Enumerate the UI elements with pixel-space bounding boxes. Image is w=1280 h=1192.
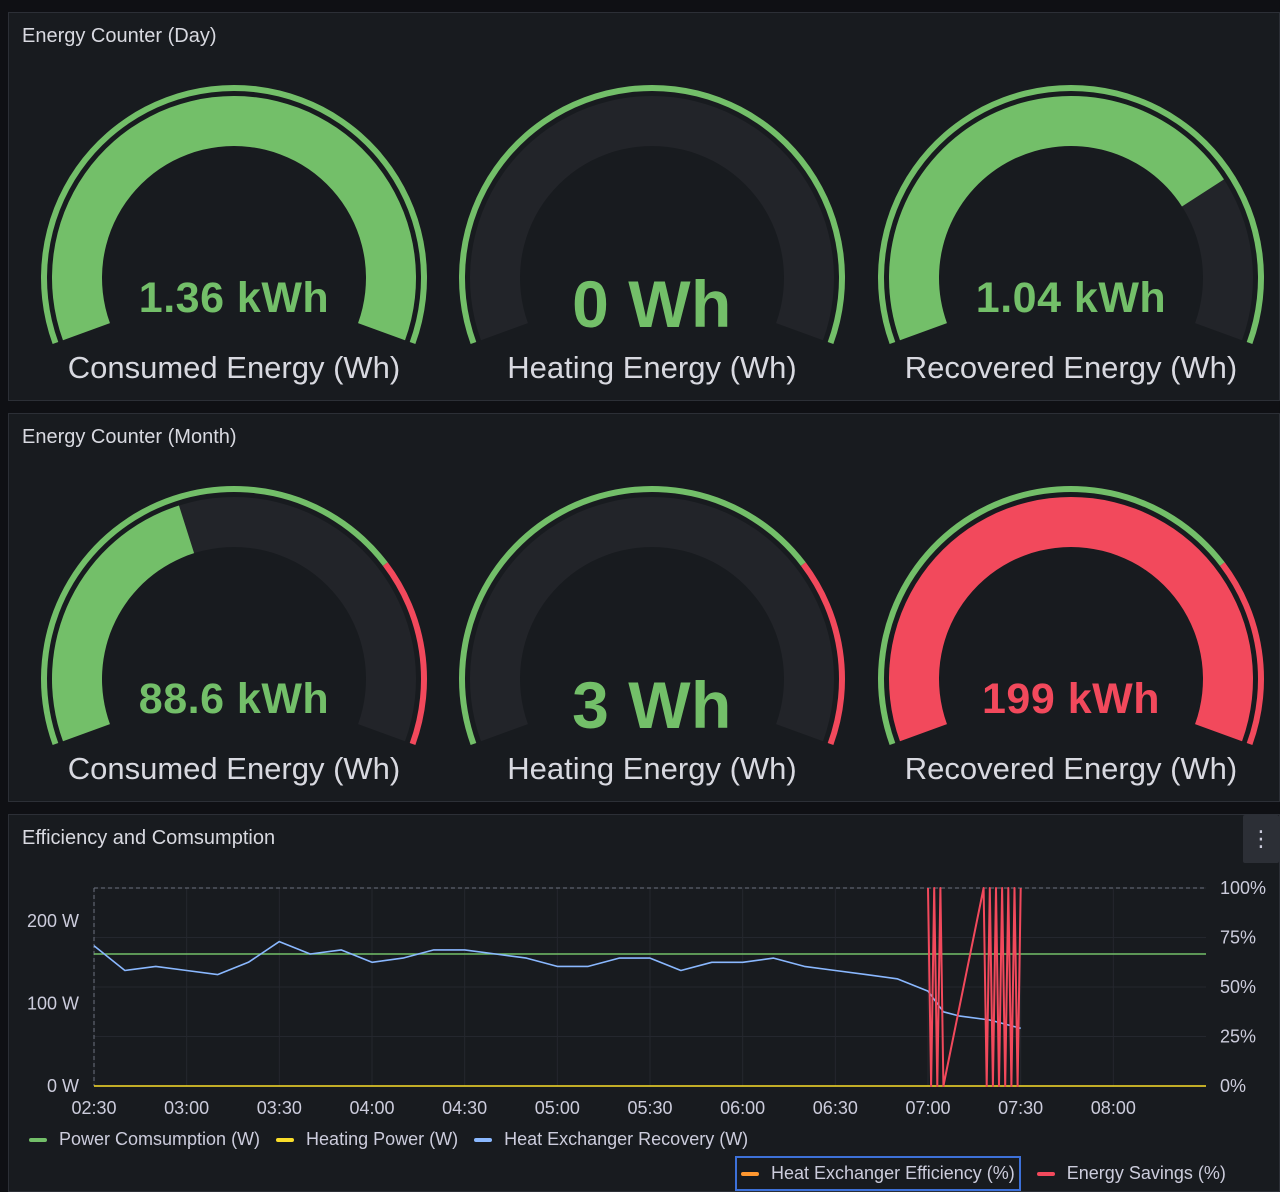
panel-title: Energy Counter (Month) xyxy=(22,426,237,448)
gauge-label: Recovered Energy (Wh) xyxy=(904,350,1238,385)
efficiency-consumption-panel: Efficiency and Comsumption ⋮ 02:30 03:00 0… xyxy=(8,814,1280,1192)
gauge-threshold-red xyxy=(382,562,428,746)
gauge-value: 1.04 kWh xyxy=(975,274,1167,322)
gauge-threshold-red xyxy=(800,562,845,746)
gauge-heating-energy: 0 Wh Heating Energy (Wh) xyxy=(452,78,852,408)
legend-swatch xyxy=(29,1137,47,1142)
x-tick-label: 08:00 xyxy=(1091,1098,1136,1118)
x-tick-label: 02:30 xyxy=(71,1098,116,1118)
gauge-arc xyxy=(459,84,845,345)
gauge-recovered-energy: 199 kWh Recovered Energy (Wh) xyxy=(871,479,1271,809)
series-line-heat-exchanger-recovery-w xyxy=(93,940,1021,1030)
y-right-tick-label: 100% xyxy=(1220,878,1266,898)
legend-label: Heat Exchanger Efficiency (%) xyxy=(771,1163,1015,1183)
gauge-arc xyxy=(878,84,1264,345)
panel-title: Efficiency and Comsumption xyxy=(22,827,276,849)
gauge-arc xyxy=(40,84,427,345)
panel-title: Energy Counter (Day) xyxy=(22,25,217,47)
gauge-value: 199 kWh xyxy=(982,675,1160,723)
legend-swatch xyxy=(276,1137,295,1142)
gauge-threshold-red xyxy=(1219,562,1264,746)
x-tick-label: 04:30 xyxy=(442,1098,487,1118)
gauge-value: 88.6 kWh xyxy=(138,675,330,723)
gauge-recovered-energy: 1.04 kWh Recovered Energy (Wh) xyxy=(871,78,1271,408)
legend-label: Power Comsumption (W) xyxy=(59,1129,261,1149)
panel-menu-button[interactable]: ⋮ xyxy=(1243,815,1279,863)
gauge-arc xyxy=(40,485,428,746)
legend-item[interactable]: Energy Savings (%) xyxy=(1036,1163,1226,1184)
y-right-tick-label: 0% xyxy=(1220,1076,1246,1096)
legend-label: Heating Power (W) xyxy=(306,1129,459,1149)
x-tick-label: 06:00 xyxy=(720,1098,765,1118)
timeseries-chart[interactable]: 02:30 03:00 03:30 04:00 04:30 05:00 05:30 06:00… xyxy=(9,875,1280,1175)
legend-swatch xyxy=(474,1137,493,1142)
y-right-tick-label: 75% xyxy=(1220,928,1256,948)
legend-item[interactable]: Heating Power (W) xyxy=(276,1129,458,1150)
legend-swatch xyxy=(1036,1171,1055,1176)
y-left-tick-label: 0 W xyxy=(47,1076,79,1096)
y-right-tick-label: 25% xyxy=(1220,1027,1256,1047)
gauge-fill xyxy=(889,497,1253,742)
energy-counter-day-panel: Energy Counter (Day) 1.36 kWh Consumed En… xyxy=(8,12,1280,401)
x-tick-label: 05:30 xyxy=(627,1098,672,1118)
x-tick-label: 03:30 xyxy=(257,1098,302,1118)
x-tick-label: 03:00 xyxy=(164,1098,209,1118)
gauge-fill xyxy=(888,95,1224,341)
gauge-value: 1.36 kWh xyxy=(138,274,330,322)
legend-item[interactable]: Power Comsumption (W) xyxy=(29,1129,260,1150)
y-right-tick-label: 50% xyxy=(1220,977,1256,997)
legend-row-1: Power Comsumption (W) Heating Power (W) He… xyxy=(29,1129,764,1150)
gauge-label: Consumed Energy (Wh) xyxy=(67,350,401,385)
legend-label: Energy Savings (%) xyxy=(1066,1163,1226,1183)
gauge-arc xyxy=(458,485,845,746)
legend-row-2: Heat Exchanger Efficiency (%) Energy Savi… xyxy=(735,1156,1242,1191)
gauge-value: 0 Wh xyxy=(572,267,732,341)
y-left-tick-label: 200 W xyxy=(27,911,79,931)
gauge-fill xyxy=(51,505,195,742)
gauge-track xyxy=(470,497,834,742)
gauge-consumed-energy: 1.36 kWh Consumed Energy (Wh) xyxy=(34,78,434,408)
legend-label: Heat Exchanger Recovery (W) xyxy=(504,1129,749,1149)
energy-counter-month-panel: Energy Counter (Month) 88.6 kWh Consumed … xyxy=(8,413,1280,802)
x-tick-label: 04:00 xyxy=(349,1098,394,1118)
gauge-arc xyxy=(878,485,1264,746)
y-left-tick-label: 100 W xyxy=(27,994,79,1014)
x-tick-label: 07:00 xyxy=(905,1098,950,1118)
gauge-label: Recovered Energy (Wh) xyxy=(904,751,1238,786)
gauge-label: Heating Energy (Wh) xyxy=(507,751,797,786)
gauge-track xyxy=(470,95,834,341)
gauge-consumed-energy: 88.6 kWh Consumed Energy (Wh) xyxy=(34,479,434,809)
legend-item[interactable]: Heat Exchanger Efficiency (%) xyxy=(735,1156,1021,1191)
gauge-fill xyxy=(51,95,417,341)
legend-swatch xyxy=(741,1171,759,1176)
x-tick-label: 06:30 xyxy=(813,1098,858,1118)
x-tick-label: 07:30 xyxy=(998,1098,1043,1118)
x-tick-label: 05:00 xyxy=(535,1098,580,1118)
legend-item[interactable]: Heat Exchanger Recovery (W) xyxy=(474,1129,748,1150)
gauge-value: 3 Wh xyxy=(572,668,732,742)
series-line-energy-savings xyxy=(927,887,1022,1087)
gauge-heating-energy: 3 Wh Heating Energy (Wh) xyxy=(452,479,852,809)
gauge-label: Heating Energy (Wh) xyxy=(507,350,797,385)
gauge-label: Consumed Energy (Wh) xyxy=(67,751,401,786)
kebab-menu-icon: ⋮ xyxy=(1250,826,1272,851)
